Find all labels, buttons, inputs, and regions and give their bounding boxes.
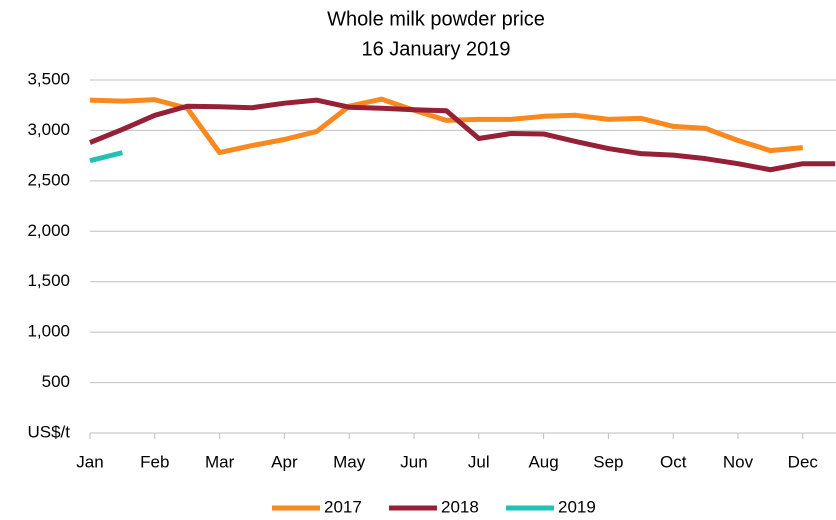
x-tick-label: Dec bbox=[788, 452, 819, 471]
y-tick-label: 500 bbox=[42, 372, 70, 391]
legend-label: 2018 bbox=[441, 497, 479, 516]
legend-label: 2017 bbox=[324, 497, 362, 516]
series-line bbox=[89, 150, 124, 164]
y-tick-label: 2,500 bbox=[27, 170, 70, 189]
series-line bbox=[89, 96, 804, 156]
x-tick-label: Jan bbox=[76, 452, 103, 471]
x-tick-label: May bbox=[333, 452, 366, 471]
x-tick-label: Oct bbox=[660, 452, 687, 471]
chart-title: Whole milk powder price bbox=[327, 8, 545, 30]
chart-subtitle: 16 January 2019 bbox=[361, 38, 510, 60]
x-tick-label: Nov bbox=[723, 452, 754, 471]
y-tick-label: 1,000 bbox=[27, 322, 70, 341]
y-tick-label: 3,000 bbox=[27, 120, 70, 139]
x-tick-label: Mar bbox=[205, 452, 235, 471]
y-tick-label: 3,500 bbox=[27, 69, 70, 88]
x-tick-label: Feb bbox=[140, 452, 169, 471]
x-tick-label: Aug bbox=[528, 452, 558, 471]
x-tick-label: Apr bbox=[271, 452, 298, 471]
y-tick-label: US$/t bbox=[27, 422, 70, 441]
x-tick-label: Jun bbox=[400, 452, 427, 471]
x-tick-label: Sep bbox=[593, 452, 623, 471]
legend-label: 2019 bbox=[558, 497, 596, 516]
y-tick-label: 2,000 bbox=[27, 221, 70, 240]
x-tick-label: Jul bbox=[468, 452, 490, 471]
series-line bbox=[89, 97, 836, 173]
y-tick-label: 1,500 bbox=[27, 271, 70, 290]
